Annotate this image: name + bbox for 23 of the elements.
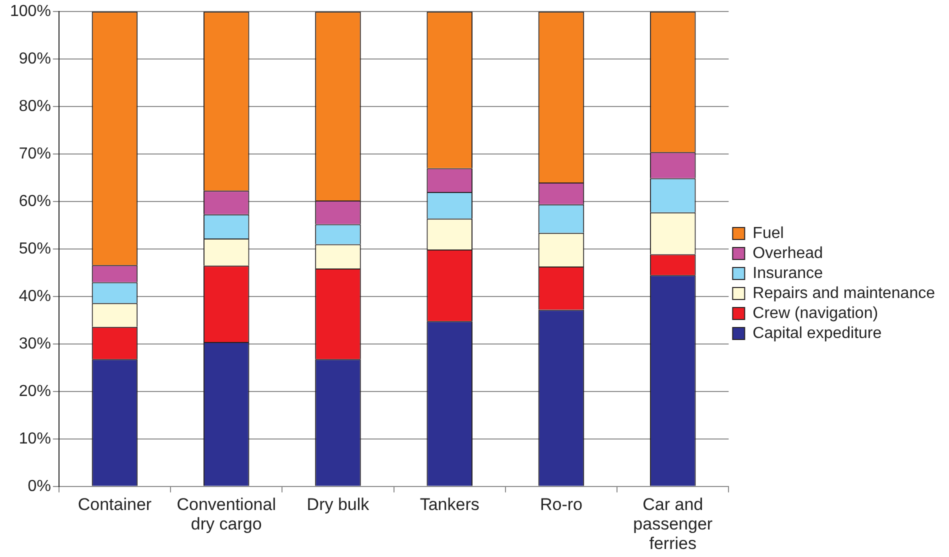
legend-label: Fuel xyxy=(752,224,784,242)
y-tick-label: 10% xyxy=(18,430,51,448)
x-tick-label: Container xyxy=(78,494,152,514)
x-tick-label: Car and passenger ferries xyxy=(633,494,713,553)
y-tick-label: 90% xyxy=(18,50,51,68)
x-tick-label: Conventional dry cargo xyxy=(176,494,276,534)
y-tick-label: 50% xyxy=(18,240,51,258)
y-tick-label: 0% xyxy=(28,478,51,495)
y-tick-label: 60% xyxy=(18,192,51,210)
y-tick-label: 80% xyxy=(18,98,51,115)
x-tick-label: Tankers xyxy=(420,494,480,514)
x-tick-label: Dry bulk xyxy=(306,494,370,514)
y-tick-label: 20% xyxy=(18,382,51,400)
legend-label: Repairs and maintenance xyxy=(752,284,936,302)
legend-label: Overhead xyxy=(752,244,823,262)
y-tick-label: 70% xyxy=(18,145,51,162)
legend-label: Capital expediture xyxy=(752,324,882,342)
x-tick-label: Ro-ro xyxy=(540,494,582,514)
y-tick-label: 30% xyxy=(18,335,51,352)
legend-label: Insurance xyxy=(752,264,824,282)
y-tick-label: 100% xyxy=(10,3,51,20)
y-tick-label: 40% xyxy=(18,288,51,305)
legend-label: Crew (navigation) xyxy=(752,304,878,322)
